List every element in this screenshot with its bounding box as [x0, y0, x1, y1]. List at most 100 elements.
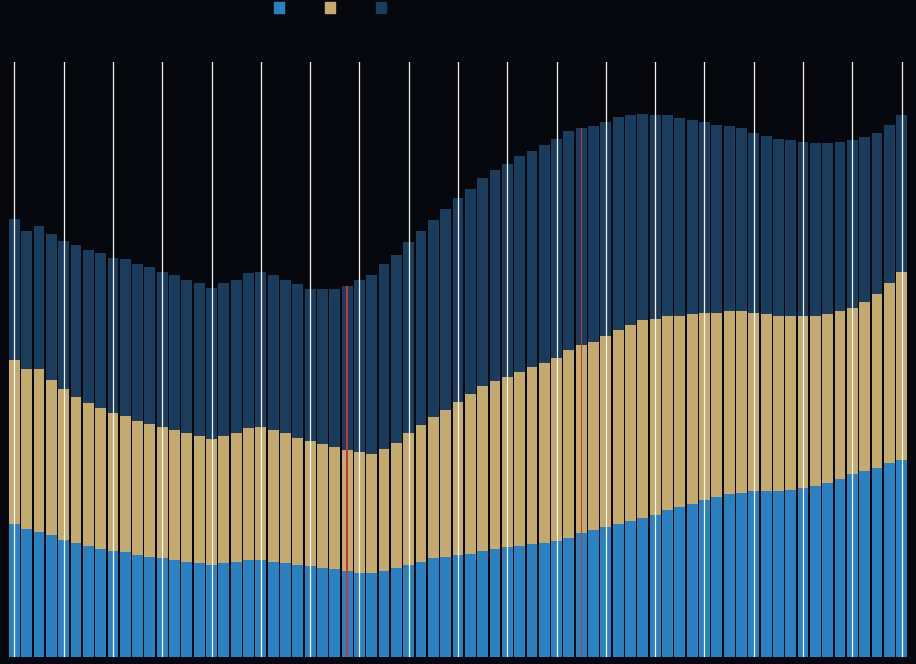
Bar [823, 314, 834, 483]
Bar [514, 546, 525, 657]
Bar [169, 275, 180, 430]
Bar [638, 321, 649, 518]
Bar [588, 343, 599, 531]
Bar [416, 231, 427, 426]
Bar [527, 367, 538, 544]
Bar [736, 127, 747, 311]
Bar [847, 308, 857, 474]
Bar [798, 142, 809, 315]
Bar [699, 501, 710, 657]
Bar [551, 358, 562, 541]
Bar [21, 529, 32, 657]
Bar [145, 267, 156, 424]
Bar [416, 426, 427, 562]
Bar [71, 397, 82, 542]
Bar [71, 245, 82, 397]
Bar [674, 507, 685, 657]
Bar [21, 231, 32, 369]
Bar [465, 189, 475, 394]
Bar [638, 518, 649, 657]
Bar [218, 436, 229, 563]
Bar [662, 315, 673, 510]
Bar [785, 140, 796, 315]
Bar [256, 427, 267, 560]
Bar [428, 418, 439, 558]
Bar [342, 571, 353, 657]
Bar [95, 253, 106, 408]
Bar [292, 438, 303, 564]
Bar [305, 441, 315, 566]
Bar [563, 538, 574, 657]
Bar [502, 547, 513, 657]
Bar [169, 560, 180, 657]
Bar [305, 566, 315, 657]
Bar [194, 563, 204, 657]
Bar [267, 430, 278, 562]
Bar [489, 170, 500, 382]
Bar [428, 220, 439, 418]
Bar [46, 234, 57, 380]
Bar [872, 293, 882, 467]
Bar [773, 491, 784, 657]
Bar [120, 416, 131, 552]
Bar [872, 467, 882, 657]
Bar [34, 532, 44, 657]
Bar [330, 569, 340, 657]
Bar [243, 428, 254, 560]
Bar [810, 315, 821, 487]
Bar [317, 568, 328, 657]
Bar [699, 313, 710, 501]
Bar [292, 564, 303, 657]
Bar [453, 402, 463, 555]
Bar [441, 410, 451, 557]
Bar [576, 127, 586, 345]
Bar [687, 120, 698, 314]
Bar [760, 491, 771, 657]
Bar [649, 515, 660, 657]
Bar [354, 452, 365, 572]
Bar [748, 491, 759, 657]
Bar [317, 289, 328, 444]
Bar [317, 444, 328, 568]
Bar [267, 562, 278, 657]
Bar [527, 151, 538, 367]
Bar [391, 254, 402, 442]
Bar [773, 315, 784, 491]
Bar [181, 562, 192, 657]
Bar [218, 283, 229, 436]
Bar [34, 226, 44, 369]
Bar [649, 116, 660, 319]
Bar [59, 240, 69, 389]
Bar [95, 549, 106, 657]
Bar [748, 313, 759, 491]
Bar [785, 315, 796, 489]
Bar [736, 311, 747, 493]
Bar [453, 555, 463, 657]
Bar [59, 540, 69, 657]
Bar [773, 139, 784, 315]
Bar [662, 116, 673, 315]
Bar [330, 448, 340, 569]
Bar [206, 288, 217, 440]
Bar [785, 489, 796, 657]
Bar [59, 389, 69, 540]
Bar [132, 420, 143, 555]
Bar [132, 555, 143, 657]
Bar [834, 142, 845, 311]
Bar [9, 218, 20, 359]
Bar [859, 137, 870, 301]
Legend: , , : , , [268, 0, 395, 20]
Bar [231, 433, 242, 562]
Bar [674, 118, 685, 315]
Bar [9, 524, 20, 657]
Bar [576, 345, 586, 533]
Bar [625, 521, 636, 657]
Bar [107, 550, 118, 657]
Bar [157, 558, 168, 657]
Bar [823, 143, 834, 314]
Bar [292, 284, 303, 438]
Bar [256, 272, 267, 427]
Bar [724, 494, 735, 657]
Bar [465, 554, 475, 657]
Bar [699, 122, 710, 313]
